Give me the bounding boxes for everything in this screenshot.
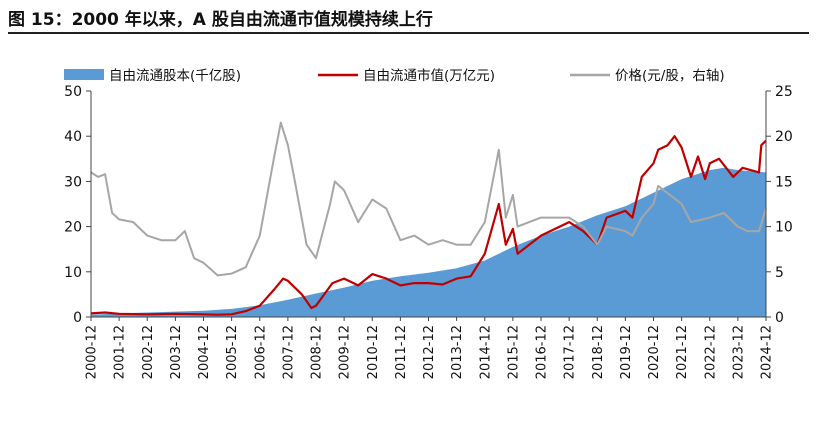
y-left-tick-1: 10 bbox=[64, 265, 82, 281]
x-tick-5: 2005-12 bbox=[225, 325, 240, 379]
x-tick-0: 2000-12 bbox=[85, 325, 100, 379]
x-tick-17: 2017-12 bbox=[563, 325, 578, 379]
series-line-2 bbox=[90, 121, 767, 277]
x-tick-1: 2001-12 bbox=[113, 325, 128, 379]
y-right-tick-4: 20 bbox=[775, 129, 793, 145]
title-rule bbox=[8, 32, 809, 34]
y-right-tick-3: 15 bbox=[775, 174, 793, 190]
y-left-tick-3: 30 bbox=[64, 174, 82, 190]
x-tick-7: 2007-12 bbox=[281, 325, 296, 379]
x-tick-19: 2019-12 bbox=[619, 325, 634, 379]
y-left-tick-4: 40 bbox=[64, 129, 82, 145]
series-area-0 bbox=[91, 167, 766, 317]
x-tick-6: 2006-12 bbox=[253, 325, 268, 379]
x-tick-4: 2004-12 bbox=[197, 325, 212, 379]
x-tick-16: 2016-12 bbox=[535, 325, 550, 379]
x-tick-18: 2018-12 bbox=[591, 325, 606, 379]
x-tick-8: 2008-12 bbox=[310, 325, 325, 379]
x-tick-21: 2021-12 bbox=[675, 325, 690, 379]
x-tick-23: 2023-12 bbox=[731, 325, 746, 379]
x-tick-2: 2002-12 bbox=[141, 325, 156, 379]
legend-label-2: 价格(元/股，右轴) bbox=[615, 68, 725, 84]
x-tick-10: 2010-12 bbox=[366, 325, 381, 379]
series-line-1 bbox=[90, 135, 767, 316]
x-tick-3: 2003-12 bbox=[169, 325, 184, 379]
x-tick-20: 2020-12 bbox=[647, 325, 662, 379]
x-tick-24: 2024-12 bbox=[760, 325, 775, 379]
legend-label-1: 自由流通市值(万亿元) bbox=[363, 67, 495, 84]
x-tick-12: 2012-12 bbox=[422, 325, 437, 379]
x-tick-15: 2015-12 bbox=[506, 325, 521, 379]
legend-swatch-0 bbox=[64, 69, 104, 80]
y-right-tick-5: 25 bbox=[775, 84, 793, 100]
y-left-tick-0: 0 bbox=[73, 310, 82, 326]
x-tick-22: 2022-12 bbox=[703, 325, 718, 379]
y-left-tick-5: 50 bbox=[64, 84, 82, 100]
y-left-tick-2: 20 bbox=[64, 220, 82, 236]
x-tick-11: 2011-12 bbox=[394, 325, 409, 379]
x-tick-13: 2013-12 bbox=[450, 325, 465, 379]
x-tick-9: 2009-12 bbox=[338, 325, 353, 379]
x-tick-14: 2014-12 bbox=[478, 325, 493, 379]
y-right-tick-2: 10 bbox=[775, 220, 793, 236]
y-right-tick-1: 5 bbox=[775, 265, 784, 281]
legend-label-0: 自由流通股本(千亿股) bbox=[109, 68, 241, 84]
y-right-tick-0: 0 bbox=[775, 310, 784, 326]
figure-title: 图 15：2000 年以来，A 股自由流通市值规模持续上行 bbox=[8, 10, 433, 30]
